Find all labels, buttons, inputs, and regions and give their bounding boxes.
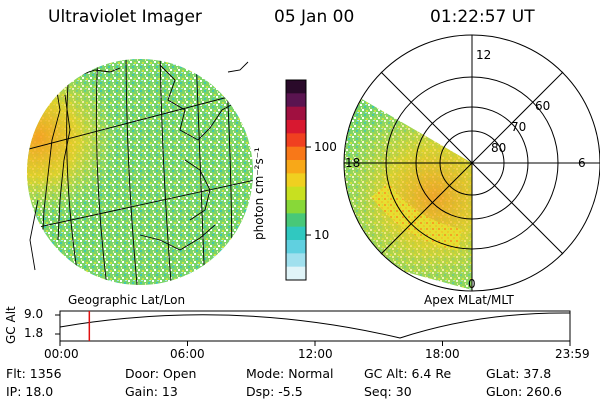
lat-label-70: 70	[511, 120, 527, 134]
colorbar	[285, 79, 311, 281]
info-ip: IP: 18.0	[6, 384, 54, 399]
altitude-xtick-1: 06:00	[170, 347, 205, 361]
colorbar-segment	[286, 173, 306, 188]
colorbar-segment	[286, 213, 306, 228]
lat-label-60: 60	[535, 99, 551, 113]
altitude-xtick-3: 18:00	[425, 347, 460, 361]
altitude-xtick-2: 12:00	[298, 347, 333, 361]
lat-label-80: 80	[491, 141, 507, 155]
altitude-plot	[55, 310, 571, 346]
colorbar-segment	[286, 186, 306, 201]
colorbar-segment	[286, 226, 306, 241]
date-label: 05 Jan 00	[274, 7, 355, 27]
colorbar-tick-100: 100	[314, 140, 337, 154]
altitude-ytick-high: 9.0	[24, 307, 44, 321]
mlt-label-18: 18	[345, 156, 361, 170]
altitude-ylabel: GC Alt	[4, 306, 18, 344]
info-dsp: Dsp: -5.5	[246, 384, 303, 399]
altitude-xtick-0: 00:00	[44, 347, 79, 361]
info-gc-alt: GC Alt: 6.4 Re	[364, 366, 452, 381]
colorbar-tick-10: 10	[314, 228, 330, 242]
geographic-panel-label: Geographic Lat/Lon	[68, 293, 186, 307]
colorbar-segment	[286, 106, 306, 121]
colorbar-segment	[286, 253, 306, 268]
info-gain: Gain: 13	[125, 384, 178, 399]
colorbar-segment	[286, 240, 306, 254]
altitude-xtick-4: 23:59	[555, 347, 590, 361]
mlt-label-0: 0	[468, 277, 476, 291]
colorbar-segment	[286, 266, 306, 281]
info-door: Door: Open	[125, 366, 197, 381]
colorbar-segment	[286, 93, 306, 108]
colorbar-segment	[286, 160, 306, 174]
info-glon: GLon: 260.6	[486, 384, 562, 399]
info-flt: Flt: 1356	[6, 366, 62, 381]
colorbar-segment	[286, 80, 306, 94]
info-mode: Mode: Normal	[246, 366, 334, 381]
polar-panel-label: Apex MLat/MLT	[424, 293, 514, 307]
colorbar-unit-label: photon cm⁻²s⁻¹	[252, 147, 266, 240]
instrument-title: Ultraviolet Imager	[48, 7, 202, 27]
geographic-image	[27, 59, 253, 285]
colorbar-segment	[286, 200, 306, 214]
colorbar-segment	[286, 146, 306, 161]
mlt-label-6: 6	[578, 156, 586, 170]
info-glat: GLat: 37.8	[486, 366, 552, 381]
info-seq: Seq: 30	[364, 384, 412, 399]
mlt-label-12: 12	[476, 48, 492, 62]
altitude-ytick-low: 1.8	[24, 326, 44, 340]
colorbar-segment	[286, 120, 306, 134]
colorbar-frame	[285, 79, 307, 281]
colorbar-segment	[286, 133, 306, 148]
time-label: 01:22:57 UT	[430, 7, 535, 27]
polar-image	[343, 34, 600, 292]
